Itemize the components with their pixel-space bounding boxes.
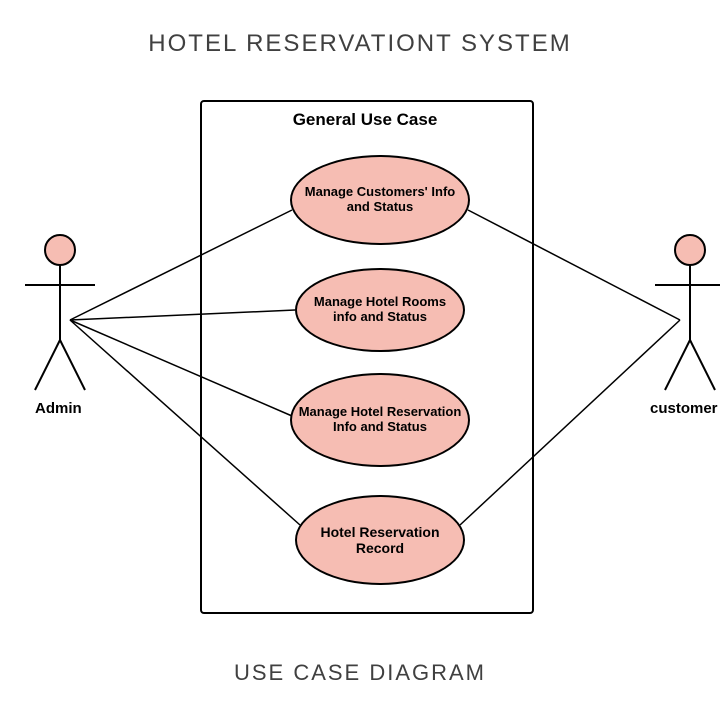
diagram-canvas: HOTEL RESERVATIONT SYSTEM USE CASE DIAGR… — [0, 0, 720, 720]
page-subtitle: USE CASE DIAGRAM — [0, 660, 720, 686]
system-title: General Use Case — [200, 110, 530, 130]
actor-customer — [655, 235, 720, 390]
actor-label-customer: customer — [650, 400, 718, 417]
usecase-uc4: Hotel Reservation Record — [295, 495, 465, 585]
usecase-uc2: Manage Hotel Rooms info and Status — [295, 268, 465, 352]
actor-admin — [25, 235, 95, 390]
usecase-uc1: Manage Customers' Info and Status — [290, 155, 470, 245]
actor-label-admin: Admin — [35, 400, 82, 417]
page-title: HOTEL RESERVATIONT SYSTEM — [0, 30, 720, 58]
usecase-uc3: Manage Hotel Reservation Info and Status — [290, 373, 470, 467]
